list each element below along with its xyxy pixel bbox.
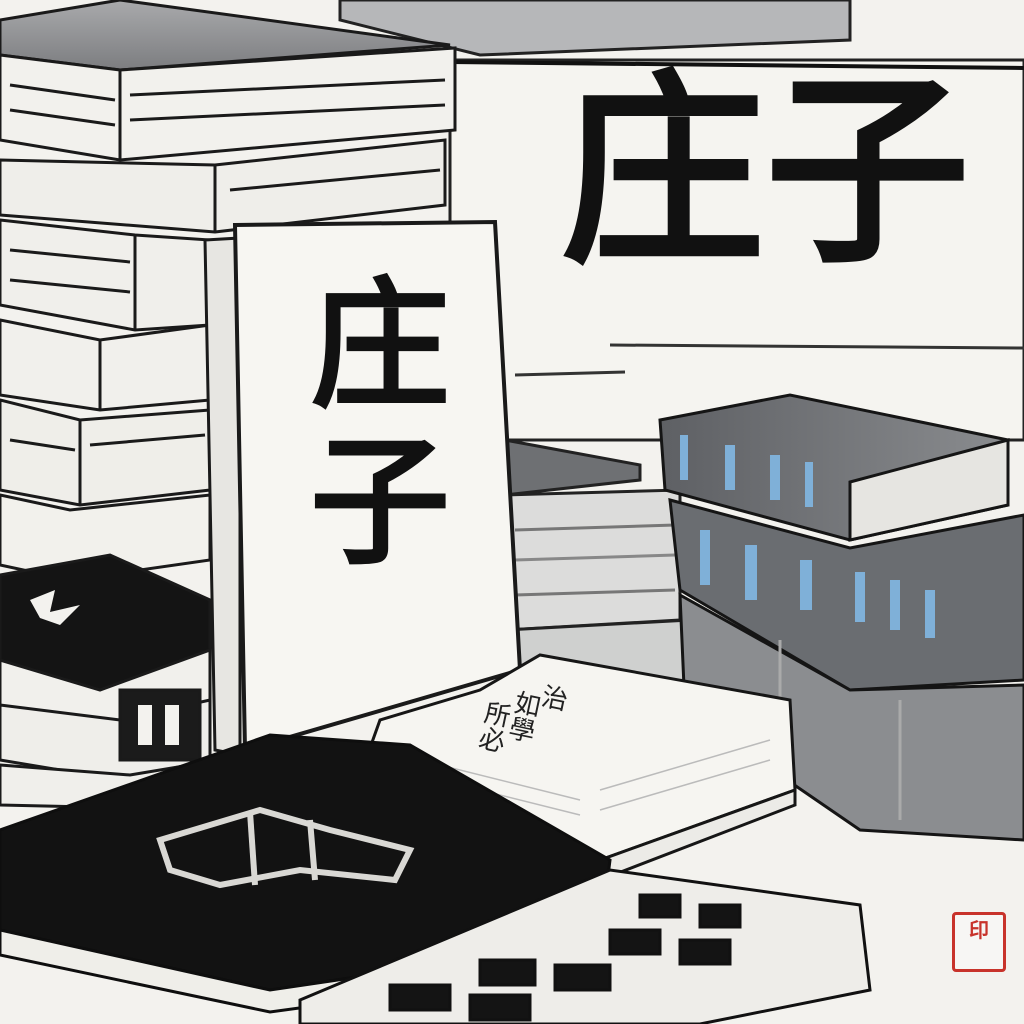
large-title: 庄子	[560, 52, 970, 292]
left-book-stack	[0, 0, 457, 812]
artist-seal: 印	[952, 912, 1006, 972]
top-back-book	[338, 0, 852, 57]
background-panel	[448, 58, 1024, 442]
right-book-stack	[658, 393, 1024, 842]
middle-back-books	[503, 438, 692, 692]
card-title: 庄子	[309, 264, 450, 585]
bottom-lattice-book	[298, 868, 872, 1024]
